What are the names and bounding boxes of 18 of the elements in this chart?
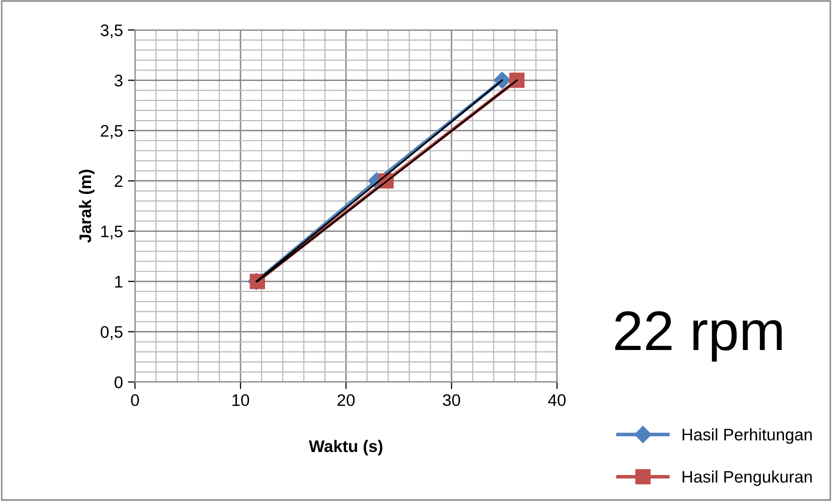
y-tick-label: 1 — [115, 276, 122, 288]
y-tick-label: 3,5 — [100, 24, 122, 38]
y-tick-label: 2 — [114, 175, 122, 187]
y-tick-label: 1,5 — [101, 226, 122, 240]
x-tick-label: 10 — [232, 394, 250, 406]
x-tick-label: 0 — [131, 394, 139, 406]
y-tick-label: 0,5 — [100, 326, 122, 340]
y-tick-label: 0 — [114, 376, 123, 388]
legend-label: Hasil Pengukuran — [682, 470, 812, 486]
x-axis-title: Waktu (s) — [308, 440, 382, 456]
y-tick-label: 2,5 — [100, 124, 122, 139]
text: 22 rpm — [615, 311, 782, 362]
x-tick-label: 20 — [338, 394, 355, 406]
legend-label: Hasil Perhitungan — [682, 428, 812, 444]
x-tick-label: 30 — [442, 394, 460, 406]
x-tick-label: 40 — [548, 394, 566, 406]
y-tick-label: 3 — [114, 74, 122, 86]
y-axis-title: Jarak (m) — [78, 170, 94, 243]
